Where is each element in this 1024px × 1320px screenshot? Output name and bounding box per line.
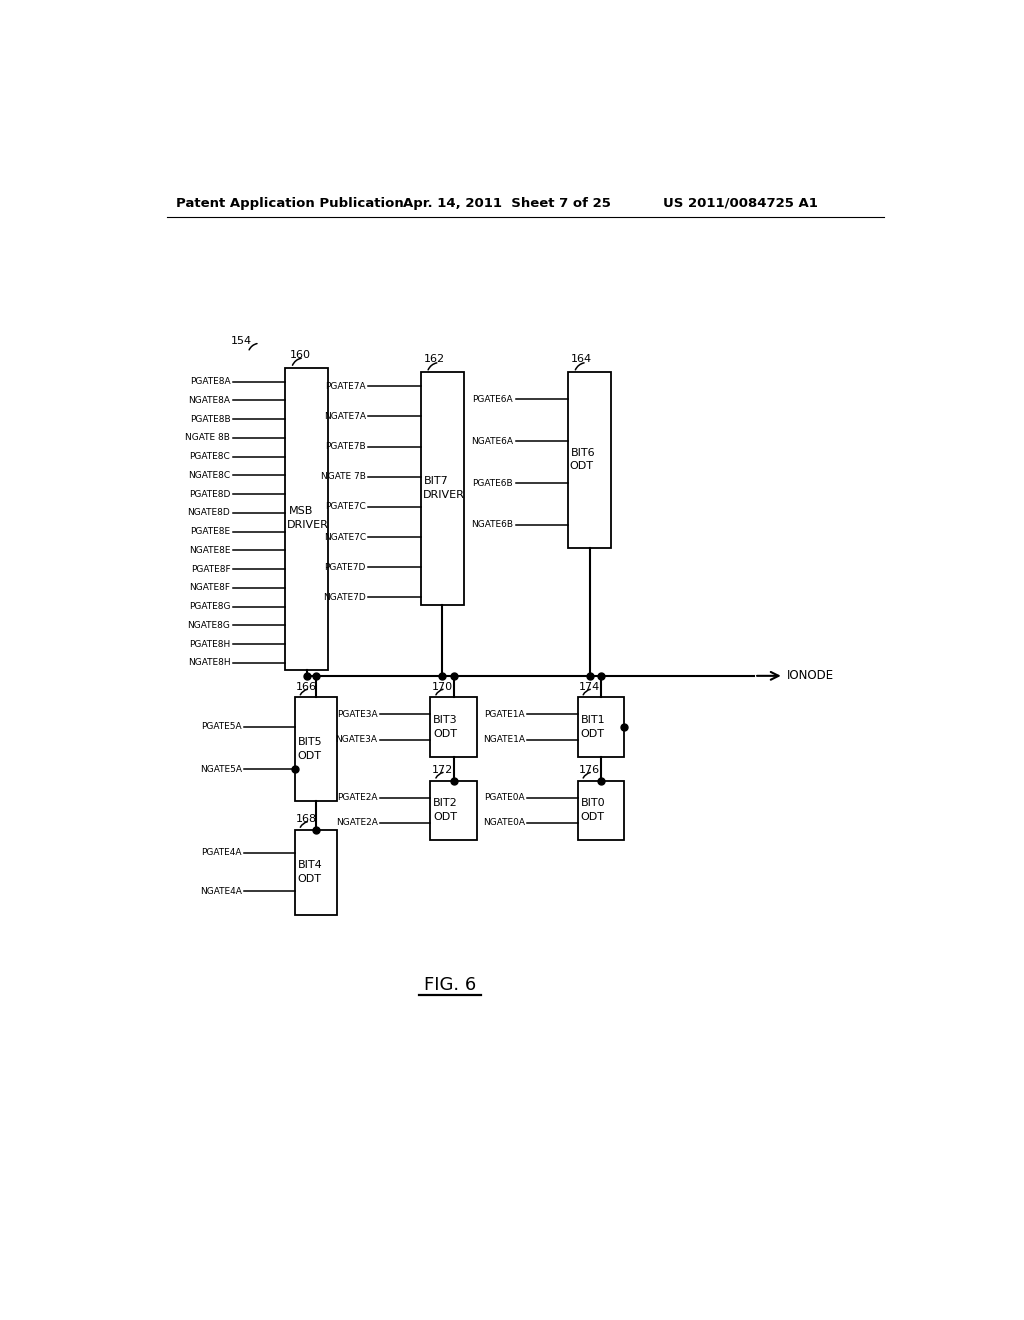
Text: 170: 170	[432, 681, 453, 692]
Text: ODT: ODT	[433, 812, 458, 822]
Text: PGATE2A: PGATE2A	[337, 793, 378, 803]
Text: ODT: ODT	[569, 462, 594, 471]
Text: PGATE7B: PGATE7B	[326, 442, 366, 451]
Text: NGATE8H: NGATE8H	[187, 659, 230, 667]
Bar	[568, 372, 611, 548]
Bar	[578, 780, 624, 840]
Text: PGATE3A: PGATE3A	[337, 710, 378, 719]
Text: NGATE7C: NGATE7C	[324, 532, 366, 541]
Text: PGATE8G: PGATE8G	[188, 602, 230, 611]
Text: PGATE5A: PGATE5A	[202, 722, 242, 731]
Text: NGATE8G: NGATE8G	[187, 620, 230, 630]
Text: BIT0: BIT0	[581, 799, 605, 808]
Text: NGATE8C: NGATE8C	[188, 471, 230, 480]
Text: NGATE8E: NGATE8E	[188, 546, 230, 554]
Text: BIT4: BIT4	[298, 861, 323, 870]
Text: PGATE0A: PGATE0A	[484, 793, 524, 803]
Text: 160: 160	[290, 350, 311, 360]
Text: PGATE8A: PGATE8A	[189, 378, 230, 387]
Text: 172: 172	[432, 764, 453, 775]
Text: PGATE8D: PGATE8D	[188, 490, 230, 499]
Bar	[421, 372, 464, 605]
Text: NGATE4A: NGATE4A	[200, 887, 242, 896]
Text: NGATE8F: NGATE8F	[189, 583, 230, 593]
Text: 162: 162	[424, 354, 445, 364]
Text: PGATE4A: PGATE4A	[202, 849, 242, 858]
Text: NGATE5A: NGATE5A	[200, 764, 242, 774]
Text: BIT5: BIT5	[298, 738, 323, 747]
Text: ODT: ODT	[298, 751, 322, 762]
Text: 176: 176	[579, 764, 600, 775]
Text: BIT3: BIT3	[433, 715, 458, 725]
Text: ODT: ODT	[298, 874, 322, 884]
Text: FIG. 6: FIG. 6	[424, 975, 476, 994]
Text: NGATE8D: NGATE8D	[187, 508, 230, 517]
Text: BIT2: BIT2	[433, 799, 458, 808]
Text: ODT: ODT	[433, 729, 458, 739]
Text: PGATE8E: PGATE8E	[190, 527, 230, 536]
Text: NGATE 7B: NGATE 7B	[322, 473, 366, 482]
Text: 154: 154	[231, 335, 252, 346]
Text: NGATE 8B: NGATE 8B	[185, 433, 230, 442]
Text: DRIVER: DRIVER	[423, 490, 464, 500]
Text: 168: 168	[296, 814, 317, 824]
Text: US 2011/0084725 A1: US 2011/0084725 A1	[663, 197, 817, 210]
Text: PGATE6B: PGATE6B	[472, 479, 513, 487]
Text: NGATE6B: NGATE6B	[471, 520, 513, 529]
Text: NGATE2A: NGATE2A	[336, 818, 378, 828]
Text: PGATE7A: PGATE7A	[326, 381, 366, 391]
Text: PGATE8H: PGATE8H	[189, 639, 230, 648]
Bar	[430, 697, 477, 756]
Text: DRIVER: DRIVER	[287, 520, 329, 531]
Bar	[578, 697, 624, 756]
Text: BIT7: BIT7	[424, 477, 449, 486]
Text: NGATE7D: NGATE7D	[324, 593, 366, 602]
Text: 164: 164	[571, 354, 593, 364]
Text: 174: 174	[579, 681, 600, 692]
Text: MSB: MSB	[289, 507, 312, 516]
Text: PGATE1A: PGATE1A	[484, 710, 524, 719]
Text: PGATE7D: PGATE7D	[325, 562, 366, 572]
Text: IONODE: IONODE	[786, 669, 834, 682]
Text: Apr. 14, 2011  Sheet 7 of 25: Apr. 14, 2011 Sheet 7 of 25	[403, 197, 611, 210]
Text: Patent Application Publication: Patent Application Publication	[176, 197, 403, 210]
Text: ODT: ODT	[581, 729, 604, 739]
Text: PGATE6A: PGATE6A	[472, 395, 513, 404]
Text: NGATE8A: NGATE8A	[188, 396, 230, 405]
Text: NGATE1A: NGATE1A	[482, 735, 524, 744]
Bar	[430, 780, 477, 840]
Text: PGATE8C: PGATE8C	[189, 453, 230, 461]
Text: NGATE0A: NGATE0A	[482, 818, 524, 828]
Bar	[286, 368, 328, 671]
Text: PGATE7C: PGATE7C	[326, 503, 366, 511]
Text: ODT: ODT	[581, 812, 604, 822]
Text: BIT6: BIT6	[571, 447, 596, 458]
Text: BIT1: BIT1	[581, 715, 605, 725]
Text: 166: 166	[296, 681, 317, 692]
Text: NGATE3A: NGATE3A	[336, 735, 378, 744]
Text: PGATE8F: PGATE8F	[190, 565, 230, 574]
Text: NGATE6A: NGATE6A	[471, 437, 513, 446]
Bar	[295, 697, 337, 801]
Bar	[295, 830, 337, 915]
Text: NGATE7A: NGATE7A	[324, 412, 366, 421]
Text: PGATE8B: PGATE8B	[189, 414, 230, 424]
